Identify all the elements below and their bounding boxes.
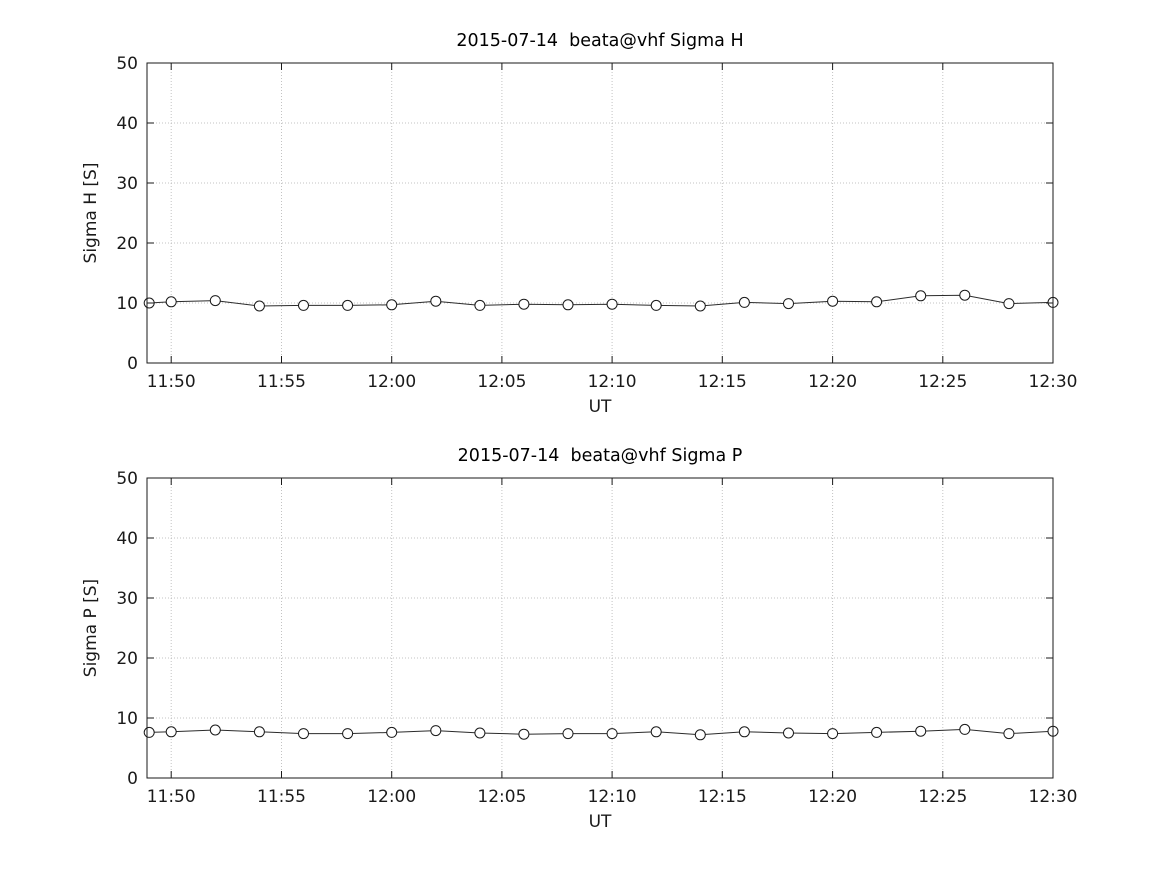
grid: [147, 62, 1054, 364]
data-point-marker: [650, 726, 662, 738]
x-axis-label: UT: [589, 397, 612, 417]
data-point-marker: [1003, 728, 1015, 740]
y-tick-label: 50: [116, 469, 138, 489]
y-axis-label: Sigma P [S]: [81, 579, 101, 677]
data-point-marker: [562, 728, 574, 740]
axes: [146, 477, 1054, 779]
chart-title: 2015-07-14 beata@vhf Sigma P: [458, 446, 743, 466]
y-tick-label: 10: [116, 294, 138, 314]
x-tick-label: 12:25: [918, 372, 967, 392]
y-tick-label: 0: [127, 354, 138, 374]
data-point-marker: [959, 289, 971, 301]
data-point-marker: [386, 299, 398, 311]
data-point-marker: [650, 299, 662, 311]
x-tick-label: 12:30: [1029, 787, 1078, 807]
data-point-marker: [959, 723, 971, 735]
data-point-marker: [915, 290, 927, 302]
x-tick-label: 11:50: [147, 787, 196, 807]
data-point-marker: [606, 728, 618, 740]
data-point-marker: [430, 295, 442, 307]
y-tick-label: 30: [116, 589, 138, 609]
x-tick-label: 12:00: [367, 372, 416, 392]
axes-box: [146, 477, 1054, 779]
axes: [146, 62, 1054, 364]
x-tick-label: 12:10: [588, 372, 637, 392]
data-point-marker: [430, 725, 442, 737]
data-point-marker: [827, 728, 839, 740]
axes-box: [146, 62, 1054, 364]
data-point-marker: [474, 299, 486, 311]
y-axis-label: Sigma H [S]: [81, 163, 101, 264]
data-point-marker: [606, 298, 618, 310]
x-tick-label: 12:20: [808, 787, 857, 807]
data-point-marker: [342, 299, 354, 311]
data-point-marker: [518, 728, 530, 740]
y-tick-label: 20: [116, 649, 138, 669]
y-tick-label: 40: [116, 114, 138, 134]
data-point-marker: [783, 727, 794, 739]
x-tick-label: 12:10: [588, 787, 637, 807]
x-tick-label: 11:55: [257, 787, 306, 807]
data-point-marker: [871, 296, 883, 308]
tick-labels: 11:50 11:55 12:00 12:05 12:10 12:15 12:20 12:25…: [116, 54, 1077, 392]
data-point-marker: [386, 726, 398, 738]
data-point-marker: [342, 728, 354, 740]
x-tick-label: 12:20: [808, 372, 857, 392]
data-point-marker: [518, 298, 530, 310]
data-point-marker: [298, 728, 309, 740]
data-point-marker: [562, 299, 574, 311]
tick-labels: 11:50 11:55 12:00 12:05 12:10 12:15 12:20 12:25…: [116, 469, 1077, 807]
x-tick-label: 11:50: [147, 372, 196, 392]
sigma-p-chart: 11:50 11:55 12:00 12:05 12:10 12:15 12:20 12:25…: [81, 446, 1078, 832]
data-point-marker: [694, 300, 706, 312]
sigma-p-series: [143, 723, 1059, 741]
data-point-marker: [738, 296, 750, 308]
x-axis-label: UT: [589, 812, 612, 832]
y-tick-label: 50: [116, 54, 138, 74]
data-point-marker: [209, 724, 221, 736]
x-tick-label: 12:15: [698, 372, 747, 392]
data-point-marker: [915, 725, 927, 737]
data-point-marker: [694, 729, 706, 741]
chart-title: 2015-07-14 beata@vhf Sigma H: [456, 31, 743, 51]
x-tick-label: 11:55: [257, 372, 306, 392]
data-point-marker: [209, 295, 221, 307]
data-point-marker: [871, 726, 883, 738]
x-tick-label: 12:05: [477, 787, 526, 807]
data-point-marker: [738, 726, 750, 738]
data-point-marker: [827, 295, 839, 307]
x-tick-label: 12:05: [477, 372, 526, 392]
x-tick-label: 12:30: [1029, 372, 1078, 392]
data-line: [149, 294, 1054, 307]
y-tick-label: 20: [116, 234, 138, 254]
x-tick-label: 12:25: [918, 787, 967, 807]
y-tick-label: 0: [127, 769, 138, 789]
data-point-marker: [165, 296, 177, 308]
data-point-marker: [253, 726, 265, 738]
data-line: [149, 728, 1054, 736]
data-point-marker: [1003, 298, 1015, 310]
y-tick-label: 10: [116, 709, 138, 729]
data-point-marker: [253, 300, 265, 312]
data-point-marker: [165, 726, 177, 738]
x-tick-label: 12:00: [367, 787, 416, 807]
data-point-marker: [474, 727, 486, 739]
y-tick-label: 40: [116, 529, 138, 549]
y-tick-label: 30: [116, 174, 138, 194]
data-point-marker: [143, 726, 155, 738]
data-point-marker: [783, 298, 794, 310]
sigma-h-chart: 11:50 11:55 12:00 12:05 12:10 12:15 12:20 12:25…: [81, 31, 1078, 417]
data-point-marker: [298, 299, 309, 311]
x-tick-label: 12:15: [698, 787, 747, 807]
